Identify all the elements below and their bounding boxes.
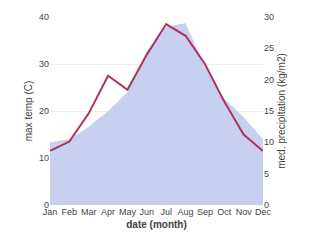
svg-text:25: 25 bbox=[264, 43, 274, 53]
svg-text:Mar: Mar bbox=[81, 207, 97, 217]
svg-text:med. precipitation (kg/m2): med. precipitation (kg/m2) bbox=[276, 53, 287, 169]
svg-text:30: 30 bbox=[39, 59, 49, 69]
svg-text:Sep: Sep bbox=[197, 207, 213, 217]
svg-text:0: 0 bbox=[44, 200, 49, 210]
svg-text:Aug: Aug bbox=[178, 207, 194, 217]
svg-text:30: 30 bbox=[264, 12, 274, 22]
svg-text:Dec: Dec bbox=[255, 207, 272, 217]
svg-text:20: 20 bbox=[39, 106, 49, 116]
svg-text:Oct: Oct bbox=[217, 207, 232, 217]
svg-text:Jun: Jun bbox=[140, 207, 155, 217]
svg-text:10: 10 bbox=[264, 137, 274, 147]
svg-text:date (month): date (month) bbox=[126, 219, 187, 230]
svg-text:Apr: Apr bbox=[101, 207, 115, 217]
svg-text:20: 20 bbox=[264, 75, 274, 85]
svg-text:5: 5 bbox=[264, 169, 269, 179]
svg-text:May: May bbox=[119, 207, 137, 217]
svg-text:Nov: Nov bbox=[236, 207, 253, 217]
svg-text:Jul: Jul bbox=[160, 207, 172, 217]
svg-text:max temp (C): max temp (C) bbox=[23, 81, 34, 142]
svg-text:Jan: Jan bbox=[43, 207, 58, 217]
svg-text:Feb: Feb bbox=[62, 207, 78, 217]
svg-text:10: 10 bbox=[39, 153, 49, 163]
svg-text:40: 40 bbox=[39, 12, 49, 22]
svg-text:0: 0 bbox=[264, 200, 269, 210]
svg-text:15: 15 bbox=[264, 106, 274, 116]
